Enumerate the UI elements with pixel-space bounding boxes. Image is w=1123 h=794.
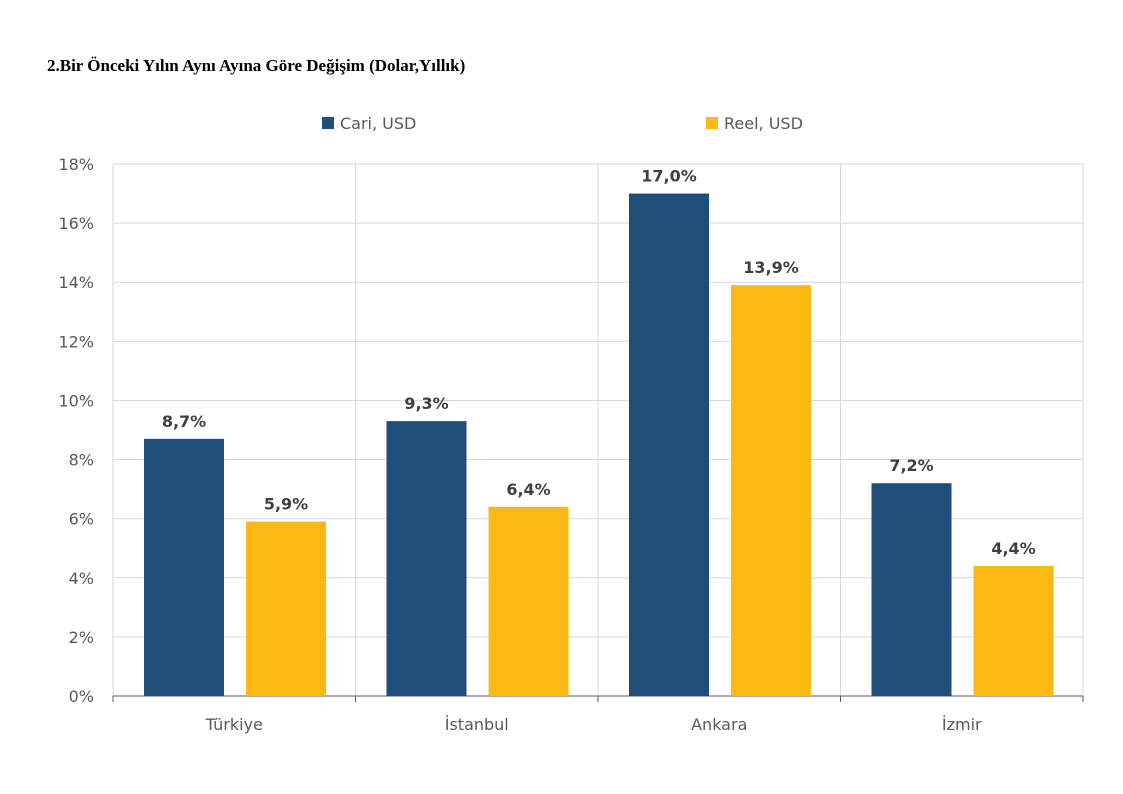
y-tick-label: 2% <box>69 628 94 647</box>
y-tick-label: 8% <box>69 451 94 470</box>
data-label: 7,2% <box>889 456 933 475</box>
data-label: 8,7% <box>162 412 206 431</box>
data-label: 6,4% <box>506 480 550 499</box>
data-label: 5,9% <box>264 495 308 514</box>
y-tick-label: 0% <box>69 687 94 706</box>
data-label: 17,0% <box>641 167 697 186</box>
bar <box>629 193 709 697</box>
bar <box>144 438 224 696</box>
legend-label: Cari, USD <box>340 114 416 133</box>
legend-label: Reel, USD <box>724 114 803 133</box>
bar <box>973 565 1054 696</box>
y-tick-label: 6% <box>69 510 94 529</box>
data-label: 4,4% <box>991 539 1035 558</box>
data-label: 13,9% <box>743 258 799 277</box>
bar <box>386 421 467 696</box>
y-tick-label: 10% <box>58 391 94 410</box>
x-tick-label: Ankara <box>691 715 747 734</box>
y-tick-label: 12% <box>58 332 94 351</box>
data-label: 9,3% <box>404 394 448 413</box>
chart-title: 2.Bir Önceki Yılın Aynı Ayına Göre Değiş… <box>47 56 466 75</box>
legend-swatch <box>706 117 718 129</box>
x-tick-label: İstanbul <box>445 715 509 734</box>
bar <box>246 521 326 696</box>
y-tick-label: 18% <box>58 155 94 174</box>
y-tick-label: 16% <box>58 214 94 233</box>
bar <box>871 483 952 696</box>
bar <box>488 506 569 696</box>
x-tick-label: Türkiye <box>205 715 263 734</box>
bar <box>731 285 811 696</box>
y-tick-label: 4% <box>69 569 94 588</box>
x-tick-label: İzmir <box>942 715 982 734</box>
legend-swatch <box>322 117 334 129</box>
y-tick-label: 14% <box>58 273 94 292</box>
